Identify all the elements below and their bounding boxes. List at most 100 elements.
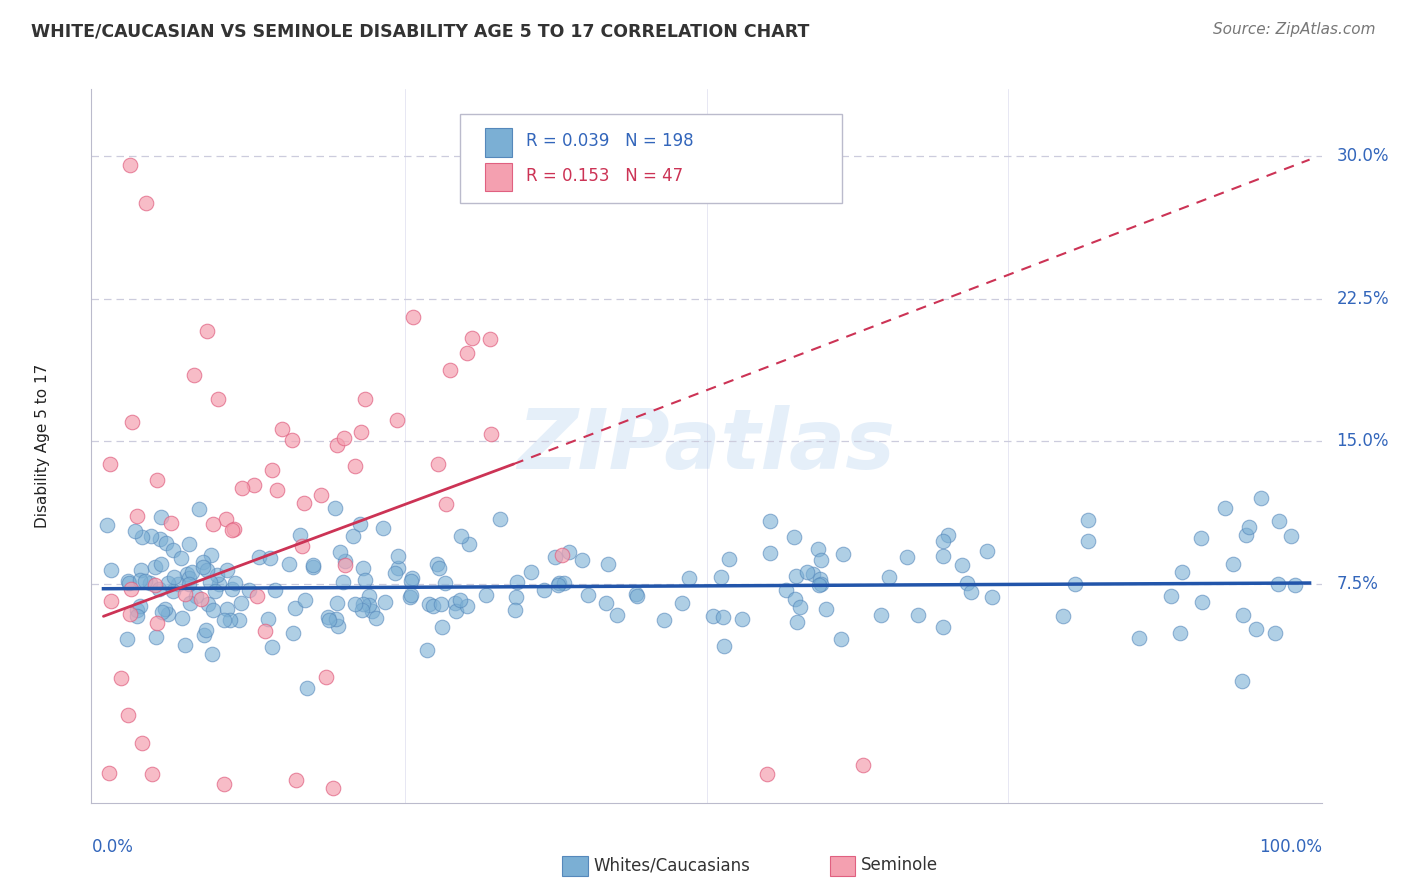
Point xyxy=(710,570,733,584)
Point xyxy=(626,589,648,603)
Point xyxy=(100,457,122,471)
Point xyxy=(1268,514,1291,528)
Point xyxy=(259,551,281,566)
Point xyxy=(190,591,212,606)
Point xyxy=(606,608,628,623)
Point xyxy=(202,602,225,616)
Point xyxy=(1077,513,1099,527)
Point xyxy=(228,613,250,627)
Point xyxy=(231,481,253,495)
Point xyxy=(139,529,162,543)
Text: 22.5%: 22.5% xyxy=(1336,290,1389,308)
Text: 7.5%: 7.5% xyxy=(1336,575,1378,593)
FancyBboxPatch shape xyxy=(485,162,512,191)
Point xyxy=(127,603,149,617)
Point xyxy=(783,530,806,544)
Point xyxy=(357,598,380,612)
Point xyxy=(117,708,139,723)
Point xyxy=(229,596,252,610)
Point xyxy=(547,575,569,590)
Point xyxy=(195,324,218,338)
Point xyxy=(131,530,153,544)
Point xyxy=(1170,566,1192,580)
Point xyxy=(426,457,449,471)
Point xyxy=(461,331,484,345)
Point xyxy=(1168,626,1191,640)
Point xyxy=(652,613,675,627)
Point xyxy=(807,578,830,592)
Point xyxy=(571,552,593,566)
Point xyxy=(197,598,219,612)
Point xyxy=(219,614,242,628)
Point xyxy=(980,591,1002,605)
Point xyxy=(936,528,959,542)
Point xyxy=(302,558,325,573)
Point xyxy=(1189,532,1212,546)
Point xyxy=(208,577,231,591)
Point xyxy=(222,522,245,536)
Point xyxy=(576,588,599,602)
Point xyxy=(329,545,352,559)
Point xyxy=(1264,626,1286,640)
Point xyxy=(191,555,214,569)
Point xyxy=(149,509,172,524)
Point xyxy=(427,560,450,574)
Point xyxy=(179,596,201,610)
Point xyxy=(100,593,122,607)
Point xyxy=(547,578,569,592)
Text: R = 0.153   N = 47: R = 0.153 N = 47 xyxy=(526,167,683,185)
Point xyxy=(759,514,782,528)
Point xyxy=(1244,622,1267,636)
Point xyxy=(950,558,973,573)
Point xyxy=(238,583,260,598)
Text: WHITE/CAUCASIAN VS SEMINOLE DISABILITY AGE 5 TO 17 CORRELATION CHART: WHITE/CAUCASIAN VS SEMINOLE DISABILITY A… xyxy=(31,22,810,40)
Point xyxy=(162,543,184,558)
Point xyxy=(254,624,277,638)
Point xyxy=(333,558,356,572)
Point xyxy=(163,569,186,583)
Point xyxy=(96,518,118,533)
Point xyxy=(354,392,377,406)
Point xyxy=(1239,520,1261,534)
Point xyxy=(342,528,364,542)
Point xyxy=(217,602,239,616)
Point xyxy=(385,412,408,426)
Point xyxy=(188,501,211,516)
Point xyxy=(322,780,344,795)
Point xyxy=(125,509,148,524)
Point xyxy=(153,601,176,615)
Point xyxy=(520,565,543,579)
Point xyxy=(783,592,806,607)
Point xyxy=(1232,608,1254,623)
Point xyxy=(959,585,981,599)
Point xyxy=(426,558,449,572)
Point xyxy=(167,576,190,591)
Point xyxy=(402,310,425,324)
Point xyxy=(201,647,224,661)
Point xyxy=(810,577,832,591)
Point xyxy=(430,597,453,611)
Point xyxy=(558,545,581,559)
Point xyxy=(785,569,807,583)
Point xyxy=(212,777,235,791)
Point xyxy=(801,567,824,582)
Point xyxy=(124,524,146,538)
Point xyxy=(596,557,619,571)
Point xyxy=(456,345,478,359)
Text: 0.0%: 0.0% xyxy=(91,838,134,856)
Point xyxy=(731,612,754,626)
Point xyxy=(832,547,855,561)
Point xyxy=(444,595,467,609)
Point xyxy=(671,596,693,610)
Point xyxy=(796,566,818,580)
Text: ZIPatlas: ZIPatlas xyxy=(517,406,896,486)
Point xyxy=(1250,491,1272,506)
Point xyxy=(326,619,349,633)
Point xyxy=(1128,631,1150,645)
Point xyxy=(357,589,380,603)
Point xyxy=(399,590,422,604)
Point xyxy=(205,568,228,582)
Point xyxy=(869,608,891,623)
Point xyxy=(270,422,292,436)
Point xyxy=(174,587,197,601)
